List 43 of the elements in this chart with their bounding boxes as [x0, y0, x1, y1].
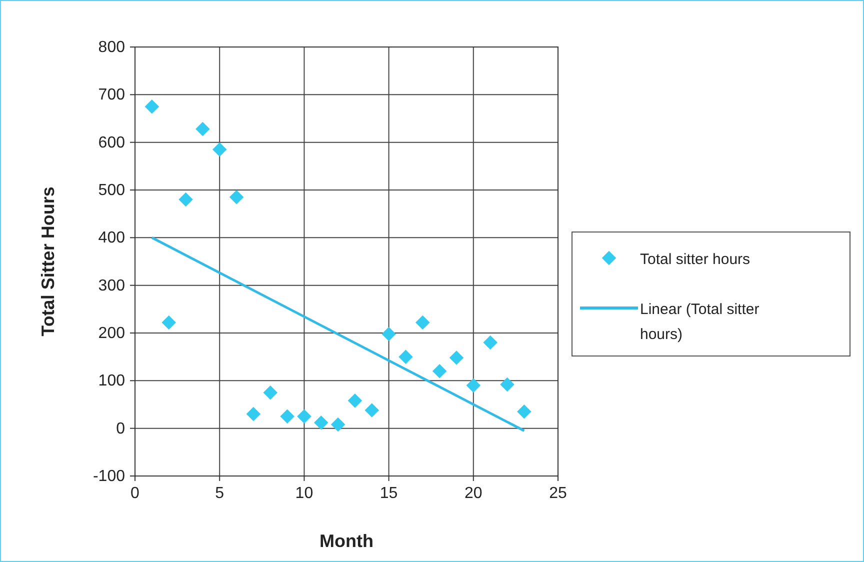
y-axis-title: Total Sitter Hours — [38, 186, 58, 336]
point — [466, 378, 481, 393]
x-axis-title: Month — [320, 531, 374, 551]
point — [229, 190, 244, 204]
point — [398, 350, 413, 364]
point — [364, 403, 380, 418]
y-tick-label: 200 — [98, 325, 126, 342]
y-tick-label: 800 — [98, 39, 126, 56]
point — [432, 364, 447, 378]
point — [246, 406, 261, 422]
point — [517, 404, 532, 419]
x-tick-label: 15 — [380, 485, 398, 502]
point — [196, 122, 210, 136]
point — [416, 315, 430, 330]
y-tick-label: 500 — [98, 182, 126, 199]
point — [263, 385, 278, 400]
point — [162, 315, 176, 330]
point — [500, 377, 514, 392]
point — [178, 192, 193, 207]
point — [144, 99, 160, 114]
point — [382, 326, 396, 342]
point — [449, 350, 464, 365]
legend-label: Total sitter hours — [640, 251, 750, 268]
x-tick-label: 20 — [464, 485, 482, 502]
point — [348, 394, 362, 408]
y-tick-label: 400 — [98, 230, 126, 247]
point — [297, 409, 312, 424]
y-tick-label: 300 — [98, 277, 126, 294]
x-tick-label: 5 — [215, 485, 224, 502]
point — [314, 415, 328, 430]
x-tick-label: 25 — [549, 485, 567, 502]
y-tick-label: 0 — [116, 420, 126, 438]
point — [280, 409, 294, 424]
legend-label: Linear (Total sitter hours) — [640, 301, 760, 343]
point — [483, 335, 498, 350]
x-tick-label: 0 — [130, 485, 140, 502]
point — [330, 417, 346, 432]
point — [212, 142, 227, 157]
x-tick-label: 10 — [295, 485, 314, 502]
y-tick-label: 600 — [98, 134, 126, 152]
y-tick-label: 700 — [98, 86, 126, 104]
y-tick-label: -100 — [92, 468, 126, 485]
y-tick-label: 100 — [98, 372, 126, 390]
